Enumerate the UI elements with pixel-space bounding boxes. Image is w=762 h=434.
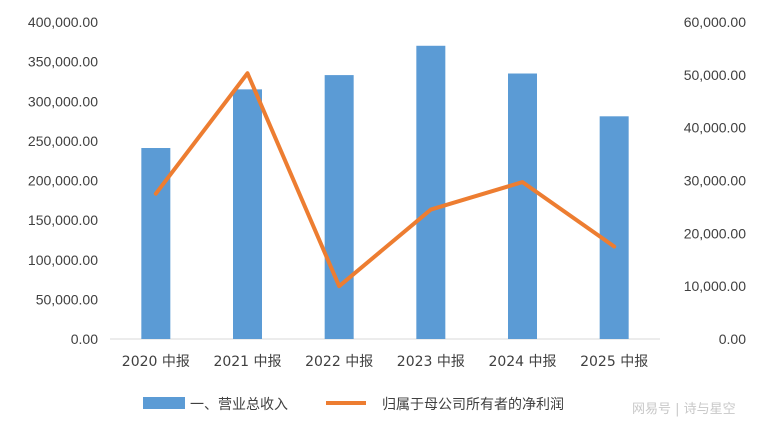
category-label: 2023 中报 — [397, 354, 465, 370]
legend-label-profit: 归属于母公司所有者的净利润 — [382, 396, 564, 413]
legend-swatch-revenue — [143, 397, 185, 409]
revenue-bars — [141, 45, 629, 340]
revenue-bar — [233, 89, 262, 339]
left-tick-label: 300,000.00 — [28, 93, 98, 109]
right-tick-label: 20,000.00 — [684, 225, 746, 241]
revenue-bar — [416, 45, 446, 340]
category-label: 2021 中报 — [213, 354, 281, 370]
left-tick-label: 100,000.00 — [28, 252, 98, 268]
category-label: 2024 中报 — [488, 354, 556, 370]
right-tick-label: 60,000.00 — [684, 14, 746, 30]
left-tick-label: 0.00 — [71, 331, 98, 347]
category-label: 2020 中报 — [122, 354, 190, 370]
left-tick-label: 250,000.00 — [28, 133, 98, 149]
profit-line-layer — [153, 71, 617, 289]
right-tick-label: 40,000.00 — [684, 120, 746, 136]
right-axis-ticks: 0.00 10,000.00 20,000.00 30,000.00 40,000.00… — [684, 14, 747, 347]
revenue-bar — [599, 116, 629, 340]
right-tick-label: 0.00 — [719, 331, 746, 347]
revenue-bar — [508, 73, 537, 339]
revenue-bar — [324, 75, 354, 339]
legend: 一、营业总收入 归属于母公司所有者的净利润 — [143, 396, 564, 413]
left-tick-label: 50,000.00 — [36, 291, 98, 307]
category-label: 2022 中报 — [305, 354, 373, 370]
profit-line — [153, 71, 617, 289]
left-tick-label: 150,000.00 — [28, 212, 98, 228]
left-tick-label: 400,000.00 — [28, 14, 98, 30]
left-tick-label: 200,000.00 — [28, 173, 98, 189]
right-tick-label: 30,000.00 — [684, 173, 746, 189]
category-label: 2025 中报 — [580, 354, 648, 370]
right-tick-label: 50,000.00 — [684, 67, 746, 83]
revenue-bar — [141, 148, 171, 339]
category-labels: 2020 中报 2021 中报 2022 中报 2023 中报 2024 中报 2025 … — [122, 354, 648, 370]
left-axis-ticks: 0.00 50,000.00 100,000.00 150,000.00 200,000… — [28, 14, 98, 347]
right-tick-label: 10,000.00 — [684, 278, 746, 294]
left-tick-label: 350,000.00 — [28, 54, 98, 70]
legend-label-revenue: 一、营业总收入 — [190, 397, 288, 413]
watermark-text: 网易号 | 诗与星空 — [632, 402, 736, 417]
